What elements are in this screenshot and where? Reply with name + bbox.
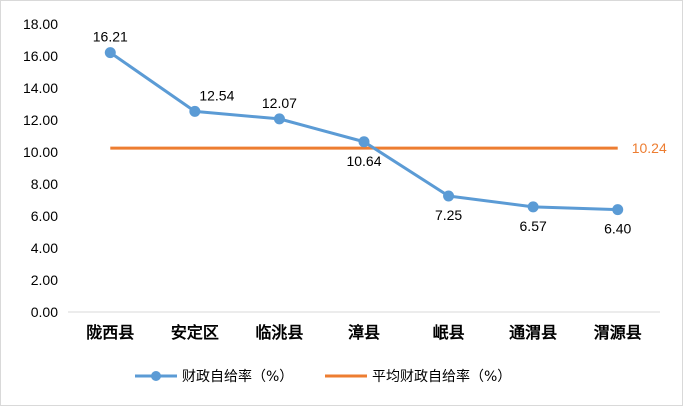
x-tick-label: 通渭县 — [509, 323, 557, 342]
y-tick-label: 0.00 — [31, 304, 58, 320]
series-average: 10.24 — [110, 140, 667, 156]
x-tick-label: 临洮县 — [255, 323, 303, 342]
data-label: 6.57 — [520, 218, 547, 234]
average-data-label: 10.24 — [632, 140, 667, 156]
data-point — [189, 105, 201, 117]
x-tick-label: 陇西县 — [86, 323, 134, 342]
y-tick-label: 16.00 — [23, 48, 58, 64]
data-point — [358, 136, 370, 148]
data-label: 6.40 — [604, 221, 631, 237]
data-label: 12.54 — [199, 87, 234, 103]
y-tick-label: 4.00 — [31, 240, 58, 256]
y-tick-label: 6.00 — [31, 208, 58, 224]
data-point — [612, 204, 624, 216]
legend: 财政自给率（%） 平均财政自给率（%） — [135, 368, 511, 385]
legend-marker-fiscal — [151, 371, 161, 381]
data-label: 10.64 — [346, 153, 381, 169]
data-label: 7.25 — [435, 207, 462, 223]
fiscal-self-sufficiency-line — [109, 51, 618, 212]
data-point — [443, 190, 455, 202]
x-axis: 陇西县 安定区 临洮县 漳县 岷县 通渭县 渭源县 — [68, 311, 660, 342]
data-point — [527, 201, 539, 213]
y-axis: 0.00 2.00 4.00 6.00 8.00 10.00 12.00 14.00 16.00… — [23, 16, 58, 320]
y-tick-label: 8.00 — [31, 176, 58, 192]
y-tick-label: 10.00 — [23, 144, 58, 160]
data-point — [273, 113, 285, 125]
y-tick-label: 18.00 — [23, 16, 58, 32]
data-point — [104, 47, 116, 59]
legend-label-fiscal: 财政自给率（%） — [182, 368, 293, 385]
y-tick-label: 2.00 — [31, 272, 58, 288]
legend-label-average: 平均财政自给率（%） — [372, 368, 511, 385]
x-tick-label: 漳县 — [348, 323, 380, 342]
x-tick-label: 渭源县 — [594, 323, 642, 342]
data-label: 12.07 — [262, 95, 297, 111]
series-fiscal-self-sufficiency: 16.21 12.54 12.07 10.64 7.25 6.57 6.40 — [93, 29, 632, 237]
y-tick-label: 12.00 — [23, 112, 58, 128]
data-label: 16.21 — [93, 29, 128, 45]
y-tick-label: 14.00 — [23, 80, 58, 96]
x-tick-label: 安定区 — [171, 323, 219, 342]
x-tick-label: 岷县 — [433, 323, 465, 342]
